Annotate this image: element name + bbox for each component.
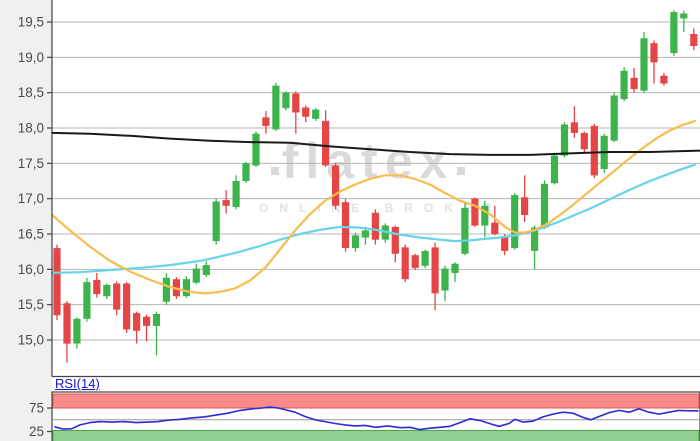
- candle-up: [670, 12, 678, 54]
- rsi-indicator-label[interactable]: RSI(14): [55, 376, 100, 391]
- candle-down: [332, 165, 340, 206]
- y-axis-tick-label: 17,0: [18, 191, 44, 206]
- candle-down: [431, 247, 439, 294]
- candle-up: [620, 70, 628, 100]
- candle-down: [690, 34, 698, 46]
- y-axis-tick-label: 17,5: [18, 156, 44, 171]
- candle-up: [441, 268, 449, 291]
- candle-down: [371, 212, 379, 240]
- y-axis-tick-label: 15,0: [18, 333, 44, 348]
- candle-down: [660, 75, 668, 84]
- candle-down: [471, 198, 479, 226]
- candle-down: [411, 255, 419, 268]
- candle-up: [361, 230, 369, 238]
- candle-up: [511, 195, 519, 249]
- candle-down: [491, 222, 499, 234]
- candle-up: [73, 318, 81, 344]
- candle-up: [212, 201, 220, 242]
- candle-up: [192, 268, 200, 283]
- candle-down: [650, 43, 658, 63]
- candle-up: [252, 133, 260, 166]
- candle-down: [292, 93, 300, 113]
- candle-up: [481, 205, 489, 226]
- candle-up: [162, 277, 170, 302]
- candle-down: [113, 283, 121, 310]
- candle-down: [341, 202, 350, 249]
- candle-up: [152, 313, 161, 326]
- candle-up: [531, 227, 539, 251]
- candle-up: [610, 95, 618, 141]
- candle-up: [421, 251, 429, 266]
- y-axis-tick-label: 18,5: [18, 85, 44, 100]
- candle-down: [222, 200, 230, 206]
- candle-up: [103, 284, 111, 297]
- y-axis-tick-label: 18,0: [18, 121, 44, 136]
- candle-up: [461, 207, 469, 254]
- rsi-tick-label: 25: [29, 424, 44, 439]
- rsi-oversold-band: [52, 430, 700, 441]
- candle-down: [391, 226, 399, 254]
- candle-up: [451, 263, 459, 273]
- candle-down: [63, 303, 71, 344]
- candle-down: [501, 236, 509, 251]
- candle-up: [560, 124, 569, 156]
- rsi-line: [54, 406, 699, 431]
- candle-down: [53, 248, 61, 316]
- candle-down: [521, 197, 529, 215]
- candle-down: [630, 77, 638, 90]
- candle-down: [143, 316, 151, 326]
- y-axis-tick-label: 16,5: [18, 227, 44, 242]
- sma-medium-line: [50, 119, 697, 295]
- candle-up: [272, 85, 280, 130]
- candle-down: [570, 122, 578, 133]
- candle-down: [133, 313, 141, 331]
- candle-down: [123, 283, 131, 330]
- candle-up: [540, 183, 549, 228]
- sma-long-line: [51, 131, 700, 156]
- y-axis-tick-label: 16,0: [18, 262, 44, 277]
- candle-down: [302, 107, 310, 117]
- rsi-tick-label: 75: [29, 401, 44, 416]
- candle-down: [93, 279, 101, 294]
- candle-up: [83, 282, 91, 319]
- candle-up: [680, 13, 688, 19]
- axis-gutter: [0, 0, 52, 441]
- y-axis-tick-label: 19,0: [18, 50, 44, 65]
- candle-up: [312, 109, 320, 119]
- candle-up: [202, 265, 210, 275]
- candle-down: [322, 120, 330, 166]
- candle-up: [182, 279, 190, 297]
- candle-down: [262, 117, 270, 126]
- candle-up: [242, 163, 250, 181]
- candle-up: [550, 155, 559, 184]
- rsi-overbought-band: [52, 393, 700, 409]
- candle-up: [282, 92, 290, 109]
- candle-up: [232, 181, 240, 208]
- candle-down: [580, 132, 588, 150]
- candle-down: [590, 125, 598, 176]
- candle-down: [401, 247, 409, 280]
- y-axis-tick-label: 19,5: [18, 15, 44, 30]
- y-axis-tick-label: 15,5: [18, 297, 44, 312]
- candle-up: [351, 235, 360, 249]
- sma-short-line: [50, 163, 697, 274]
- candle-up: [640, 38, 648, 91]
